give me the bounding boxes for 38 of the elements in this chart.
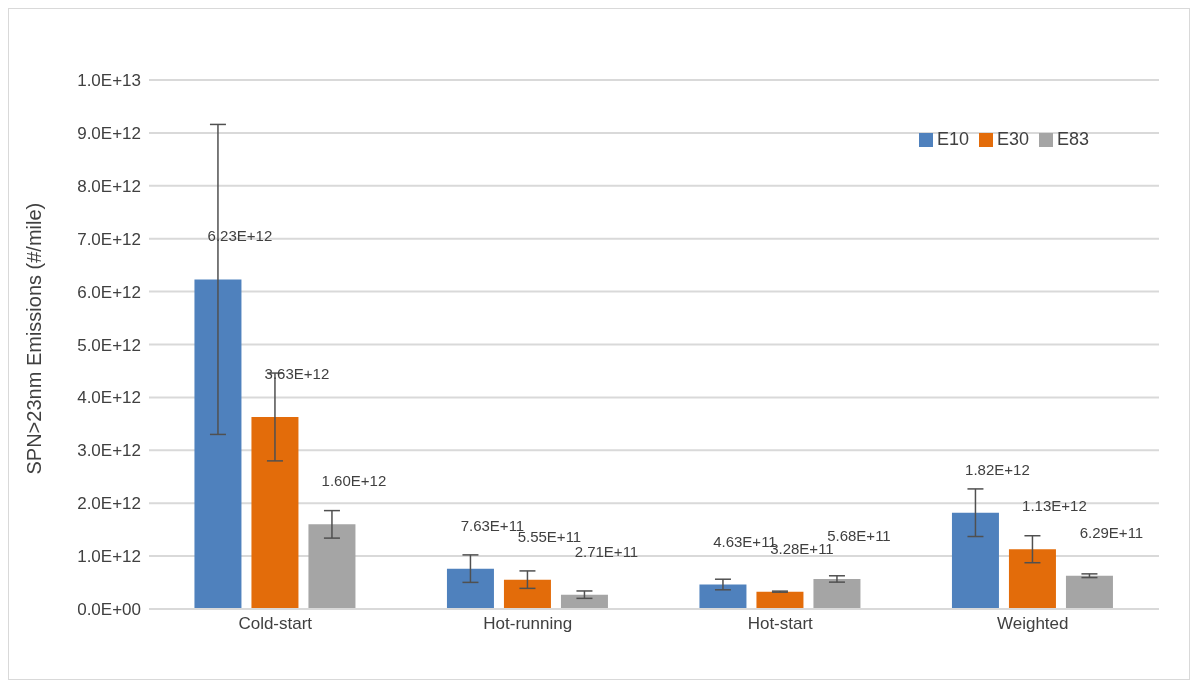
y-tick-label: 1.0E+12 [77, 547, 141, 567]
y-tick-label: 2.0E+12 [77, 494, 141, 514]
data-label: 5.68E+11 [827, 526, 891, 544]
x-tick-label: Hot-running [483, 614, 573, 634]
bar [251, 416, 299, 609]
legend-label: E30 [996, 129, 1029, 149]
x-tick-label: Hot-start [747, 614, 814, 634]
bar [308, 524, 356, 609]
y-tick-label: 0.0E+00 [77, 600, 141, 620]
bar [194, 279, 242, 609]
bar [813, 578, 861, 609]
y-tick-label: 4.0E+12 [77, 388, 141, 408]
y-axis-title: SPN>23nm Emissions (#/mile) [23, 202, 46, 475]
y-tick-label: 5.0E+12 [77, 335, 141, 355]
bar [756, 591, 804, 609]
legend-label: E10 [936, 129, 969, 149]
y-tick-label: 1.0E+13 [77, 71, 141, 91]
bar [951, 512, 999, 609]
data-label: 6.29E+11 [1079, 523, 1144, 541]
data-label: 3.63E+12 [264, 364, 330, 382]
y-tick-label: 9.0E+12 [77, 123, 141, 143]
data-label: 1.60E+12 [321, 472, 387, 490]
x-tick-label: Cold-start [238, 614, 313, 634]
data-label: 1.82E+12 [965, 460, 1030, 478]
y-tick-label: 6.0E+12 [77, 282, 141, 302]
y-tick-label: 8.0E+12 [77, 176, 141, 196]
bar [1008, 549, 1056, 609]
y-tick-label: 7.0E+12 [77, 229, 141, 249]
bar [699, 584, 747, 609]
bar [1065, 575, 1113, 609]
bar [446, 568, 494, 609]
legend-label: E83 [1056, 129, 1089, 149]
y-tick-label: 3.0E+12 [77, 441, 141, 461]
x-tick-label: Weighted [996, 614, 1069, 634]
bar [560, 594, 608, 609]
data-label: 1.13E+12 [1022, 497, 1087, 515]
data-label: 2.71E+11 [574, 542, 639, 560]
bar [503, 579, 551, 609]
